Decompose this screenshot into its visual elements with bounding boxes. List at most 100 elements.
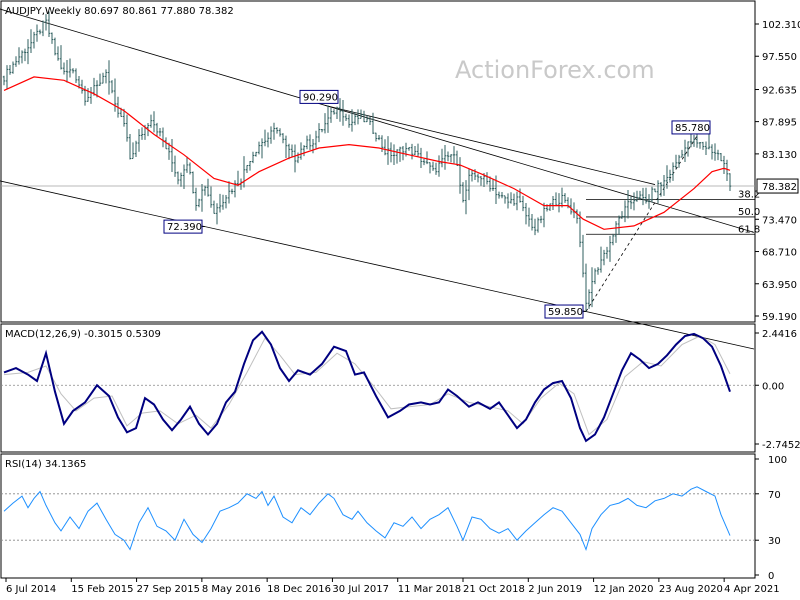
ohlc-bar — [671, 162, 675, 181]
rsi-line — [3, 486, 731, 552]
ohlc-bar — [356, 109, 360, 125]
ohlc-bar — [614, 221, 618, 243]
ohlc-bar — [104, 69, 108, 84]
price-y-tick-label: 97.550 — [762, 52, 797, 63]
ohlc-bar — [449, 154, 453, 163]
annotation-box — [299, 89, 339, 104]
ohlc-bar — [617, 215, 621, 235]
rsi-layer — [1, 486, 755, 552]
ohlc-bar — [41, 20, 45, 37]
ohlc-bar — [341, 99, 345, 126]
ohlc-bar — [176, 171, 180, 185]
ohlc-bar — [122, 108, 126, 127]
ohlc-bar — [551, 195, 555, 211]
x-tick-label: 2 Jun 2019 — [528, 584, 582, 595]
ohlc-bar — [503, 195, 507, 204]
fib-label-50-0: 50.0 — [738, 207, 760, 218]
ohlc-bar — [611, 233, 615, 246]
ohlc-bar — [11, 61, 15, 74]
ohlc-bar — [134, 140, 138, 157]
ohlc-bar — [632, 192, 636, 211]
ohlc-bar — [425, 151, 429, 165]
ohlc-bar — [527, 207, 531, 227]
annotation-label-90-290: 90.290 — [303, 92, 338, 103]
ohlc-bar — [260, 138, 264, 159]
ohlc-bar — [440, 148, 444, 168]
ohlc-bar — [281, 133, 285, 144]
ohlc-bar — [410, 143, 414, 160]
ohlc-bar — [350, 109, 354, 132]
ohlc-bar — [371, 112, 375, 134]
ohlc-bar — [62, 62, 66, 75]
ohlc-bar — [650, 186, 654, 203]
ohlc-bar — [329, 107, 333, 123]
ohlc-bar — [284, 135, 288, 158]
annotation-box — [671, 120, 711, 135]
ohlc-bar — [266, 132, 270, 148]
ohlc-bar — [74, 68, 78, 83]
ohlc-bar — [599, 246, 603, 273]
ohlc-bar — [128, 133, 132, 160]
price-y-tick-label: 59.190 — [762, 312, 797, 323]
price-pane — [0, 0, 756, 323]
ohlc-bar — [584, 263, 588, 312]
ohlc-bar — [32, 31, 36, 49]
ohlc-bar — [434, 162, 438, 175]
ohlc-bar — [383, 139, 387, 156]
ohlc-bar — [593, 268, 597, 285]
ohlc-bar — [479, 176, 483, 186]
ohlc-bar — [269, 126, 273, 144]
ohlc-bar — [107, 60, 111, 95]
ohlc-bar — [194, 187, 198, 211]
ohlc-bar — [263, 129, 267, 147]
ohlc-bar — [515, 191, 519, 211]
ohlc-bar — [197, 198, 201, 208]
ohlc-bar — [722, 155, 726, 175]
ohlc-bar — [647, 194, 651, 209]
ohlc-bar — [608, 235, 612, 262]
macd-pane — [0, 323, 756, 453]
ohlc-bar — [353, 112, 357, 126]
ohlc-bar — [158, 128, 162, 137]
ohlc-bar — [275, 127, 279, 134]
ohlc-bar — [710, 144, 714, 160]
x-tick-label: 30 Jul 2017 — [332, 584, 389, 595]
ohlc-bar — [674, 154, 678, 169]
ohlc-bar — [302, 145, 306, 157]
ohlc-bar — [191, 171, 195, 194]
ohlc-bar — [344, 113, 348, 121]
annotation-box — [163, 219, 203, 234]
ohlc-bar — [149, 114, 153, 128]
moving-average-line — [3, 76, 731, 230]
price-y-tick-label: 63.950 — [762, 280, 797, 291]
ohlc-bar — [635, 190, 639, 202]
ohlc-bar — [272, 122, 276, 140]
ohlc-bar — [68, 58, 72, 78]
ohlc-bar — [110, 80, 114, 94]
ohlc-bar — [662, 174, 666, 196]
ohlc-bar — [188, 162, 192, 175]
ohlc-bar — [131, 142, 135, 160]
ohlc-bar — [326, 105, 330, 133]
ohlc-bar — [443, 145, 447, 170]
ohlc-bar — [728, 173, 732, 192]
ohlc-bar — [257, 141, 261, 155]
channel-upper-extension — [324, 105, 656, 185]
ohlc-bar — [629, 196, 633, 210]
ohlc-bar — [644, 187, 648, 204]
ohlc-bar — [221, 194, 225, 210]
x-tick-label: 15 Feb 2015 — [71, 584, 133, 595]
ohlc-bar — [446, 151, 450, 162]
x-tick-label: 4 Apr 2021 — [724, 584, 779, 595]
ohlc-bar — [29, 29, 33, 54]
ohlc-bar — [716, 149, 720, 161]
ohlc-bar — [686, 141, 690, 157]
rsi-y-tick-label: 0 — [768, 571, 774, 582]
ohlc-bar — [359, 109, 363, 119]
ohlc-bar — [101, 72, 105, 84]
ohlc-bar — [278, 128, 282, 137]
x-tick-label: 6 Jul 2014 — [6, 584, 56, 595]
ohlc-bar — [692, 134, 696, 147]
ohlc-bar — [8, 65, 12, 75]
